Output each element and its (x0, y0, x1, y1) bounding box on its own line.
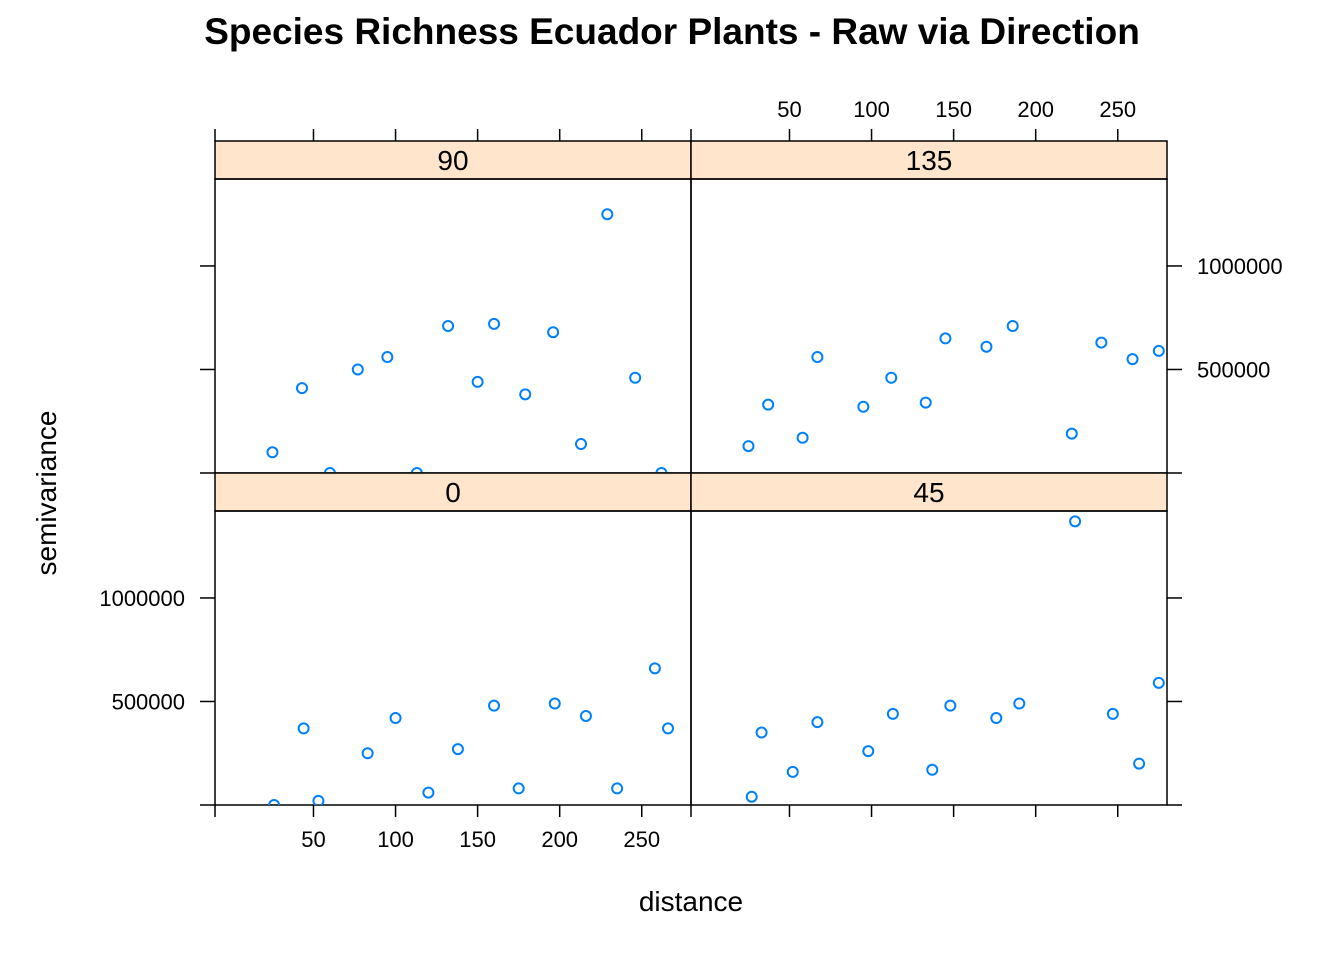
data-point (648, 662, 661, 675)
chart-title: Species Richness Ecuador Plants - Raw vi… (204, 11, 1140, 52)
data-point (297, 722, 310, 735)
data-point (762, 398, 775, 411)
x-tick-label: 200 (541, 827, 578, 852)
data-point (885, 371, 898, 384)
data-point (611, 782, 624, 795)
data-point (886, 707, 899, 720)
points-0 (268, 662, 675, 805)
data-point (980, 340, 993, 353)
x-tick-label: 150 (459, 827, 496, 852)
data-point (990, 712, 1003, 725)
data-point (926, 763, 939, 776)
data-point (471, 375, 484, 388)
data-point (361, 747, 374, 760)
x-axis-title: distance (639, 886, 743, 917)
data-point (268, 799, 281, 805)
data-point (575, 438, 588, 451)
data-point (548, 697, 561, 710)
data-point (547, 326, 560, 339)
data-point (811, 716, 824, 729)
data-point (323, 467, 336, 473)
data-point (512, 782, 525, 795)
data-point (442, 320, 455, 332)
strip-135 (690, 140, 1168, 180)
x-tick-label: 250 (623, 827, 660, 852)
data-point (1069, 515, 1082, 528)
data-point (1152, 344, 1165, 357)
panel-frame-45 (690, 510, 1168, 806)
data-point (312, 794, 325, 805)
data-point (351, 363, 364, 376)
y-tick-label: 1000000 (99, 586, 185, 611)
strip-label-135: 135 (906, 145, 953, 176)
data-point (811, 351, 824, 364)
data-point (601, 208, 614, 221)
strip-90 (214, 140, 692, 180)
data-point (1013, 697, 1026, 710)
x-tick-label: 100 (853, 97, 890, 122)
data-point (1126, 353, 1139, 366)
data-point (662, 722, 675, 735)
strip-label-90: 90 (437, 145, 468, 176)
data-point (755, 726, 768, 739)
data-point (381, 351, 394, 364)
strip-0 (214, 472, 692, 512)
data-point (1152, 676, 1165, 689)
strip-label-0: 0 (445, 477, 461, 508)
data-point (919, 396, 932, 409)
data-point (655, 467, 668, 473)
data-point (629, 371, 642, 384)
data-point (745, 790, 758, 803)
data-point (519, 388, 532, 401)
x-tick-label: 50 (777, 97, 801, 122)
data-point (857, 400, 870, 413)
data-point (266, 446, 279, 459)
data-point (1065, 427, 1078, 440)
data-point (796, 431, 809, 444)
x-tick-label: 250 (1099, 97, 1136, 122)
y-tick-label: 500000 (1197, 357, 1270, 382)
data-point (1133, 757, 1146, 770)
data-point (786, 765, 799, 778)
data-point (1006, 320, 1019, 332)
data-point (295, 382, 308, 395)
y-tick-label: 1000000 (1197, 254, 1283, 279)
x-tick-label: 100 (377, 827, 414, 852)
data-point (944, 699, 957, 712)
panel-90: 90 (214, 140, 692, 474)
x-tick-label: 50 (301, 827, 325, 852)
data-point (1106, 707, 1119, 720)
panel-frame-0 (214, 510, 692, 806)
strip-45 (690, 472, 1168, 512)
strip-label-45: 45 (913, 477, 944, 508)
data-point (862, 745, 875, 758)
data-point (410, 467, 423, 473)
panel-45: 45 (690, 472, 1168, 806)
data-point (389, 712, 402, 725)
data-point (422, 786, 435, 799)
data-point (451, 743, 464, 756)
data-point (742, 440, 755, 453)
panel-0: 0 (214, 472, 692, 806)
x-tick-label: 150 (935, 97, 972, 122)
points-90 (266, 208, 668, 473)
data-point (1095, 336, 1108, 349)
data-point (488, 699, 501, 712)
data-point (939, 332, 952, 345)
panel-frame-135 (690, 178, 1168, 474)
data-point (488, 317, 501, 330)
plot-area: 90 135 0 45 50 100 150 200 250 50 100 150 200 250 5000… (99, 97, 1282, 852)
data-point (579, 709, 592, 722)
x-tick-label: 200 (1017, 97, 1054, 122)
y-tick-label: 500000 (112, 689, 185, 714)
panel-135: 135 (690, 140, 1168, 474)
y-axis-title: semivariance (31, 411, 62, 576)
points-45 (745, 515, 1165, 803)
points-135 (742, 320, 1165, 453)
